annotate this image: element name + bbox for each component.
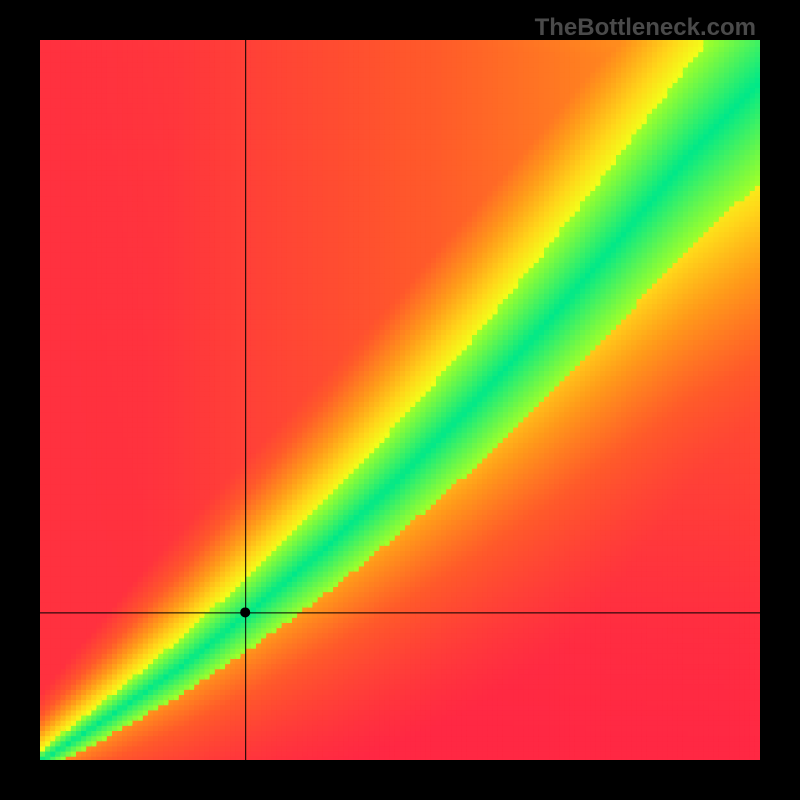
watermark-text: TheBottleneck.com xyxy=(535,14,756,42)
chart-container: TheBottleneck.com xyxy=(0,0,800,800)
heatmap-canvas xyxy=(40,40,760,760)
